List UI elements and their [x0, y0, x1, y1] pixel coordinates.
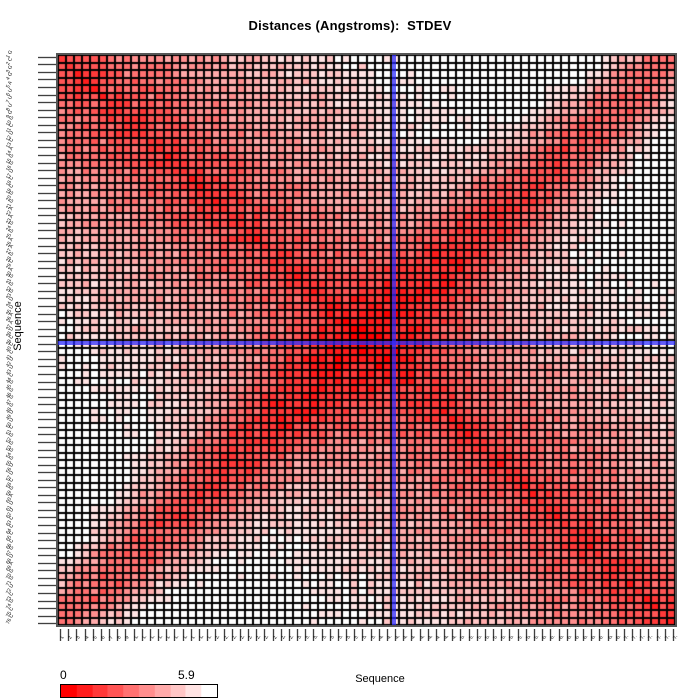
- y-tick-label: 76 C: [5, 613, 16, 626]
- colorbar[interactable]: [60, 684, 218, 698]
- heatmap-cells[interactable]: [58, 55, 675, 625]
- y-axis-ticks: [38, 53, 56, 627]
- colorbar-gradient[interactable]: [60, 684, 218, 698]
- x-axis-title: Sequence: [355, 673, 405, 685]
- heatmap-matrix[interactable]: [56, 53, 677, 627]
- colorbar-min-label: 0: [60, 668, 67, 682]
- y-axis-title: Sequence: [12, 301, 24, 351]
- x-axis-ticks: [56, 629, 677, 641]
- x-axis-tick-labels: 1 G2 C3 G4 G5 A6 U7 U8 U9 G10 G11 C12 U1…: [40, 636, 690, 670]
- colorbar-max-label: 5.9: [178, 668, 195, 682]
- page-title: Distances (Angstroms): STDEV: [248, 18, 452, 33]
- x-tick-label: 76 C: [672, 636, 682, 640]
